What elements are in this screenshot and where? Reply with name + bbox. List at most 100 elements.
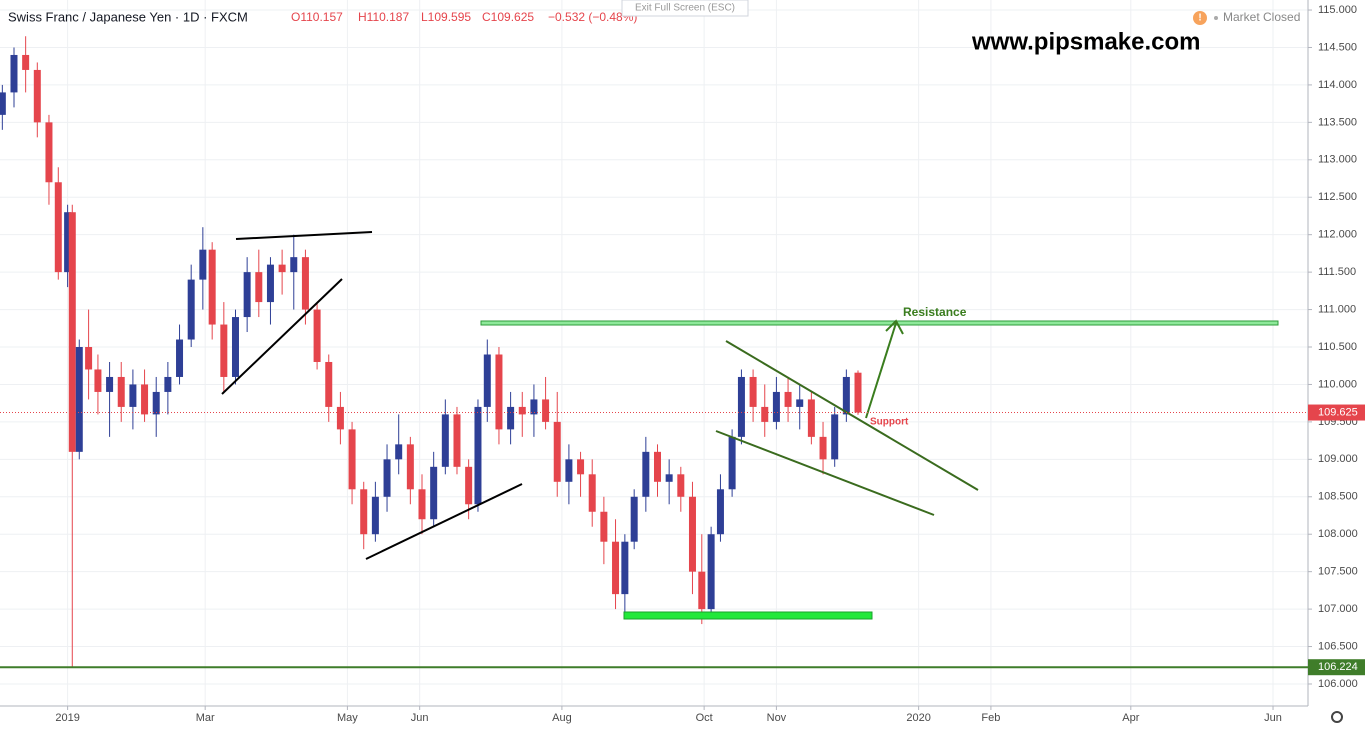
trendline <box>365 483 523 560</box>
candle-body <box>831 414 839 460</box>
candle-body <box>728 436 736 490</box>
symbol-title: Swiss Franc / Japanese Yen · 1D · FXCM <box>8 9 248 24</box>
x-tick-label: Feb <box>981 712 1000 724</box>
candle-body <box>677 474 685 497</box>
candle-body <box>64 212 72 273</box>
candle-body <box>0 92 6 115</box>
arrow <box>865 322 897 419</box>
grid <box>0 0 1308 706</box>
x-tick-label: Nov <box>767 712 787 724</box>
ohlc: O110.157 <box>291 10 343 24</box>
candle-body <box>588 474 596 512</box>
candle-body <box>749 376 757 407</box>
candle-body <box>360 489 368 535</box>
candle-body <box>33 69 41 123</box>
resistance-zone <box>480 320 1279 326</box>
last-price-tag <box>1308 404 1365 421</box>
candle-body <box>565 459 573 482</box>
candle-body <box>54 182 62 273</box>
y-tick-label: 112.500 <box>1318 191 1357 203</box>
candle-body <box>621 541 629 595</box>
trendline <box>235 231 373 240</box>
candle-body <box>383 459 391 497</box>
candles <box>0 36 862 668</box>
trendline <box>221 278 343 395</box>
candle-body <box>231 317 239 377</box>
y-tick-label: 112.000 <box>1318 229 1357 241</box>
level-tag <box>1308 659 1365 676</box>
candle-body <box>371 496 379 535</box>
candle-body <box>313 309 321 362</box>
candle-body <box>716 489 724 535</box>
candle-body <box>106 376 114 392</box>
candle-body <box>518 406 526 415</box>
candle-body <box>441 414 449 467</box>
candle-body <box>542 399 550 422</box>
annotation: Resistance <box>903 305 967 319</box>
watermark: www.pipsmake.com <box>971 28 1201 55</box>
candle-body <box>220 324 228 377</box>
status-icon <box>1193 11 1207 25</box>
x-tick-label: Apr <box>1122 712 1139 724</box>
candle-body <box>642 451 650 497</box>
y-tick-label: 107.500 <box>1318 566 1358 578</box>
settings-icon[interactable] <box>1331 711 1343 723</box>
candle-body <box>612 541 620 595</box>
candle-body <box>483 354 491 407</box>
candle-body <box>68 212 76 452</box>
candle-body <box>94 369 102 392</box>
candle-body <box>707 534 715 610</box>
candle-body <box>772 391 780 422</box>
candle-body <box>45 122 53 183</box>
x-tick-label: 2019 <box>55 712 79 724</box>
candle-body <box>761 406 769 422</box>
x-tick-label: Aug <box>552 712 572 724</box>
candle-body <box>577 459 585 475</box>
axes: 106.000 106.500 107.000 107.500 108.000 108.5… <box>55 4 1357 724</box>
trendline <box>725 340 979 491</box>
candle-body <box>784 391 792 407</box>
x-tick-label: Mar <box>196 712 215 724</box>
trendline <box>715 430 935 516</box>
drawings: Resistance Support <box>221 231 1279 620</box>
candle-body <box>255 272 263 303</box>
candle-body <box>301 257 309 310</box>
status-icon-mark: ! <box>1198 13 1201 24</box>
status-dot <box>1214 16 1218 20</box>
y-tick-label: 115.000 <box>1318 4 1357 16</box>
x-tick-label: May <box>337 712 358 724</box>
candle-body <box>854 372 862 413</box>
candle-body <box>278 264 286 273</box>
candle-body <box>141 384 149 415</box>
candle-body <box>199 249 207 280</box>
candle-body <box>22 54 30 70</box>
y-tick-label: 110.500 <box>1318 341 1357 353</box>
y-tick-label: 106.500 <box>1318 640 1358 652</box>
y-tick-label: 108.500 <box>1318 491 1358 503</box>
y-tick-label: 109.000 <box>1318 453 1358 465</box>
y-tick-label: 110.000 <box>1318 378 1357 390</box>
candle-body <box>842 376 850 415</box>
exit-fullscreen-button[interactable] <box>621 0 749 17</box>
candle-body <box>553 421 561 482</box>
x-tick-label: Jun <box>1264 712 1282 724</box>
ohlc: L109.595 <box>421 10 471 24</box>
y-tick-label: 111.500 <box>1318 266 1356 278</box>
candle-body <box>117 376 125 407</box>
y-tick-label: 106.000 <box>1318 678 1358 690</box>
last-price-label: 109.625 <box>1318 406 1358 418</box>
candle-body <box>266 264 274 303</box>
candle-body <box>10 54 18 93</box>
candle-body <box>807 399 815 437</box>
candle-body <box>176 339 184 377</box>
candle-body <box>819 436 827 460</box>
exit-fullscreen-label[interactable]: Exit Full Screen (ESC) <box>635 3 735 14</box>
candle-body <box>395 444 403 460</box>
level-label: 106.224 <box>1318 661 1358 673</box>
arrow-head <box>885 319 904 335</box>
candle-body <box>796 399 804 407</box>
candle-body <box>474 406 482 505</box>
candle-body <box>243 272 251 318</box>
candle-body <box>325 361 333 407</box>
